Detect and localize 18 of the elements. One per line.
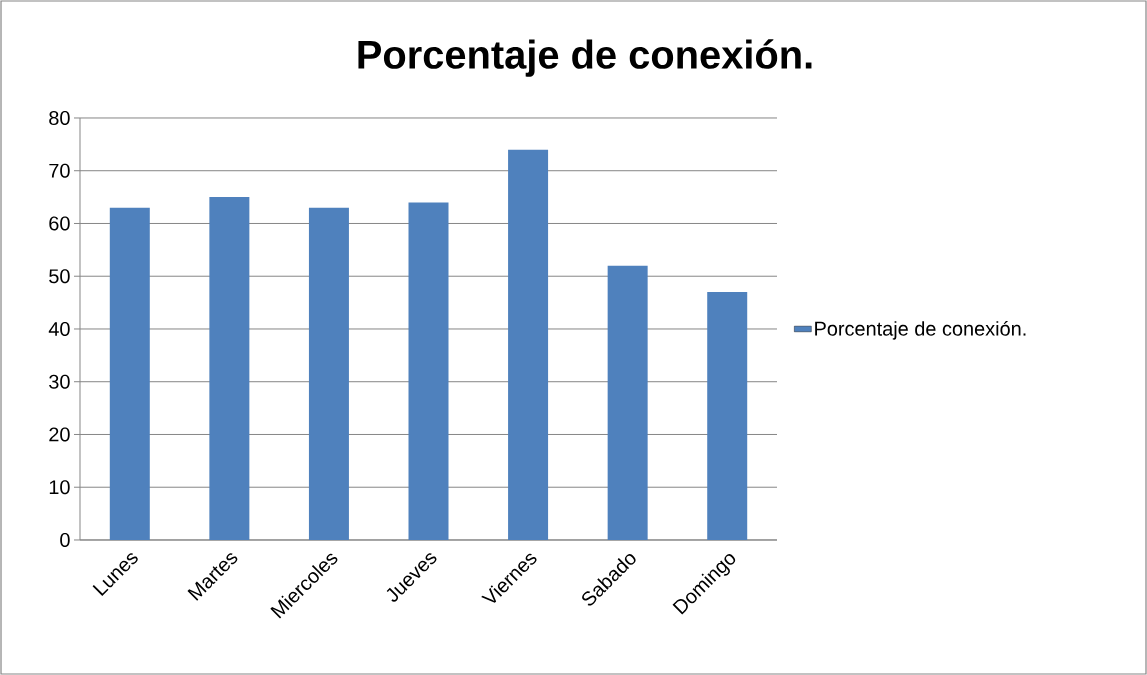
y-tick-label: 50 — [49, 269, 70, 284]
y-tick-label: 10 — [49, 480, 70, 495]
y-tick-label: 20 — [49, 427, 70, 442]
bar — [607, 265, 648, 540]
bar — [109, 207, 150, 540]
bar — [308, 207, 349, 540]
bar — [408, 202, 449, 540]
bar — [508, 149, 549, 540]
y-tick-label: 30 — [49, 374, 70, 389]
y-tick-label: 40 — [48, 321, 70, 337]
y-tick-label: 0 — [60, 532, 70, 548]
bar — [209, 197, 250, 540]
bar — [707, 292, 748, 540]
chart-title: Porcentaje de conexión. — [358, 39, 812, 77]
y-tick-label: 80 — [49, 110, 70, 126]
legend-label: Porcentaje de conexión. — [815, 320, 1026, 340]
y-tick-label: 70 — [49, 163, 70, 178]
y-tick-label: 60 — [49, 216, 70, 231]
